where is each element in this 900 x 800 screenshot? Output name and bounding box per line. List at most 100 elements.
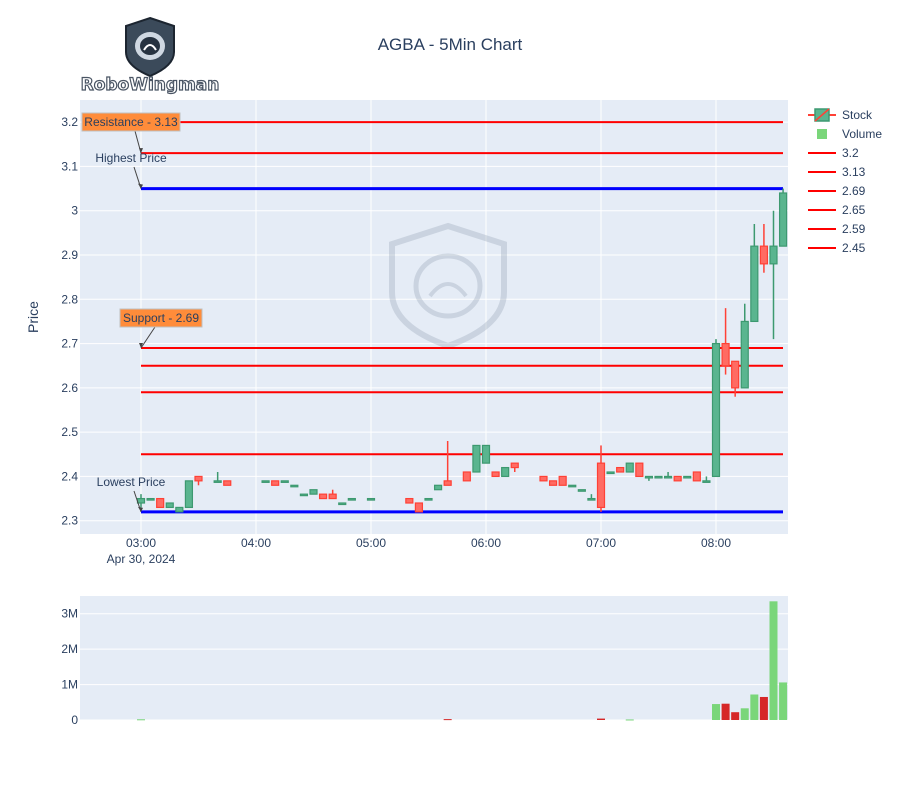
price-axis-title: Price: [25, 301, 41, 333]
candle: [424, 497, 433, 501]
volume-bar: [779, 682, 788, 720]
time-tick-label: 05:00: [356, 536, 386, 550]
candle: [414, 502, 424, 513]
candle-body: [769, 245, 778, 265]
candle: [663, 472, 673, 479]
candle: [481, 444, 491, 464]
candle: [146, 497, 155, 501]
price-tick-label: 2.6: [61, 381, 78, 395]
candle-body: [433, 484, 443, 491]
price-tick-label: 3.2: [61, 115, 78, 129]
resistance-annotation-arrowhead: [139, 148, 143, 154]
candle-body: [654, 475, 663, 479]
candle-body: [683, 475, 692, 479]
candle: [338, 502, 347, 506]
price-y-axis: 2.3 2.4 2.5 2.6 2.7 2.8 2.9 3 3.1 3.2: [61, 115, 78, 528]
volume-bar: [769, 601, 778, 720]
candle-body: [568, 484, 577, 488]
volume-bar: [750, 694, 759, 720]
candle-body: [318, 493, 328, 500]
candle: [606, 471, 615, 475]
candle: [673, 475, 682, 482]
candle-body: [156, 497, 165, 509]
candle: [596, 445, 606, 512]
legend-label: 2.69: [842, 184, 866, 198]
candle-body: [165, 502, 174, 509]
candle: [184, 480, 194, 509]
candle: [616, 466, 625, 473]
candle-body: [366, 497, 376, 501]
candle-body: [501, 466, 510, 478]
price-tick-label: 2.7: [61, 337, 78, 351]
candle-body: [299, 493, 309, 497]
candle-body: [663, 475, 673, 479]
price-tick-label: 2.5: [61, 425, 78, 439]
support-annotation-arrow: [140, 326, 156, 349]
legend-label: 3.2: [842, 146, 859, 160]
astronaut-helmet-shield-icon: [125, 16, 175, 78]
candlestick-series: [136, 188, 788, 513]
candle-body: [424, 497, 433, 501]
legend-label: Stock: [842, 108, 873, 122]
candle: [548, 480, 558, 486]
support-annotation-label: Support - 2.69: [123, 311, 199, 325]
extreme-lines: [141, 187, 783, 514]
candle-body: [558, 475, 567, 486]
candle-body: [481, 444, 491, 464]
lowest-annotation: Lowest Price: [97, 475, 166, 513]
candle: [366, 497, 376, 501]
candle: [223, 480, 232, 486]
candle-body: [405, 497, 414, 504]
level-lines: [141, 121, 783, 456]
lowest-annotation-arrowhead: [138, 506, 143, 512]
volume-bar: [759, 696, 768, 720]
legend-item: 3.13: [808, 165, 866, 179]
candle-body: [778, 192, 788, 247]
time-x-axis: 03:00 04:00 05:00 06:00 07:00 08:00 Apr 30, 20…: [107, 536, 732, 566]
volume-bar: [443, 719, 452, 721]
candle-body: [731, 360, 740, 389]
candle-body: [491, 471, 500, 478]
candle: [290, 484, 299, 488]
candle: [299, 493, 309, 497]
volume-tick-label: 2M: [61, 642, 78, 656]
candle: [750, 224, 759, 323]
candle: [510, 462, 519, 472]
candle-body: [271, 480, 280, 486]
candle: [462, 471, 471, 482]
legend-item: 2.65: [808, 203, 866, 217]
candle: [702, 476, 711, 483]
highest-annotation-arrowhead: [138, 183, 143, 189]
candle-body: [644, 475, 654, 479]
resistance-annotation-box: [81, 112, 181, 132]
time-tick-label: 06:00: [471, 536, 501, 550]
candle-body: [223, 480, 232, 486]
time-tick-label: 07:00: [586, 536, 616, 550]
volume-plot-area: [80, 596, 788, 720]
candle: [261, 480, 270, 483]
candle-body: [625, 462, 634, 473]
volume-grid: [80, 613, 788, 721]
candle-body: [309, 489, 318, 495]
price-tick-label: 3: [71, 204, 78, 218]
candle-body: [692, 471, 701, 482]
candle: [759, 224, 769, 273]
support-annotation-arrowhead: [139, 343, 143, 348]
volume-series: [137, 601, 788, 721]
candle: [644, 475, 654, 481]
legend-label: 2.65: [842, 203, 866, 217]
support-annotation: Support - 2.69: [119, 308, 203, 349]
price-tick-label: 3.1: [61, 159, 78, 173]
time-tick-label: 04:00: [241, 536, 271, 550]
candle-body: [635, 462, 644, 478]
candle-body: [510, 462, 519, 469]
candle: [175, 506, 184, 513]
candle-body: [290, 484, 299, 488]
resistance-annotation: Resistance - 3.13: [81, 112, 181, 154]
legend-item: Stock: [808, 108, 873, 122]
candle: [165, 502, 174, 509]
candle-body: [472, 444, 481, 473]
candle: [778, 188, 788, 247]
candle: [472, 444, 481, 473]
candle-body: [146, 497, 155, 501]
